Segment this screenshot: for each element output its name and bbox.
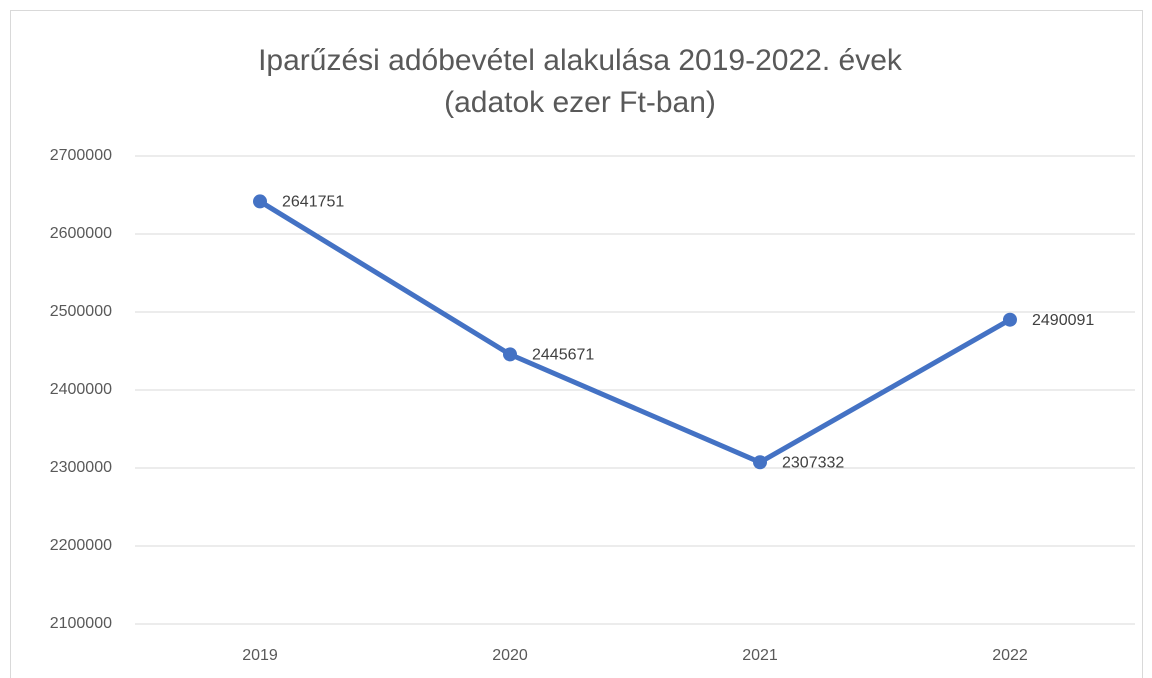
data-point [1003, 312, 1017, 327]
y-tick-label: 2100000 [50, 615, 112, 632]
chart-frame [10, 10, 1143, 678]
y-tick-label: 2600000 [50, 225, 112, 242]
y-tick-label: 2200000 [50, 537, 112, 554]
data-label: 2307332 [782, 454, 844, 471]
data-point [503, 347, 517, 362]
x-tick-label: 2022 [992, 647, 1028, 664]
chart-subtitle: (adatok ezer Ft-ban) [444, 86, 716, 119]
y-tick-label: 2500000 [50, 303, 112, 320]
data-label: 2445671 [532, 347, 594, 364]
y-tick-label: 2700000 [50, 147, 112, 164]
data-label: 2641751 [282, 194, 344, 211]
data-point [753, 455, 767, 470]
y-tick-label: 2400000 [50, 381, 112, 398]
x-tick-label: 2021 [742, 647, 778, 664]
y-tick-label: 2300000 [50, 459, 112, 476]
x-tick-label: 2020 [492, 647, 528, 664]
data-line [257, 198, 1013, 465]
chart-title: Iparűzési adóbevétel alakulása 2019-2022… [258, 44, 903, 77]
x-tick-label: 2019 [242, 647, 278, 664]
data-label: 2490091 [1032, 312, 1094, 329]
data-point [253, 194, 267, 209]
